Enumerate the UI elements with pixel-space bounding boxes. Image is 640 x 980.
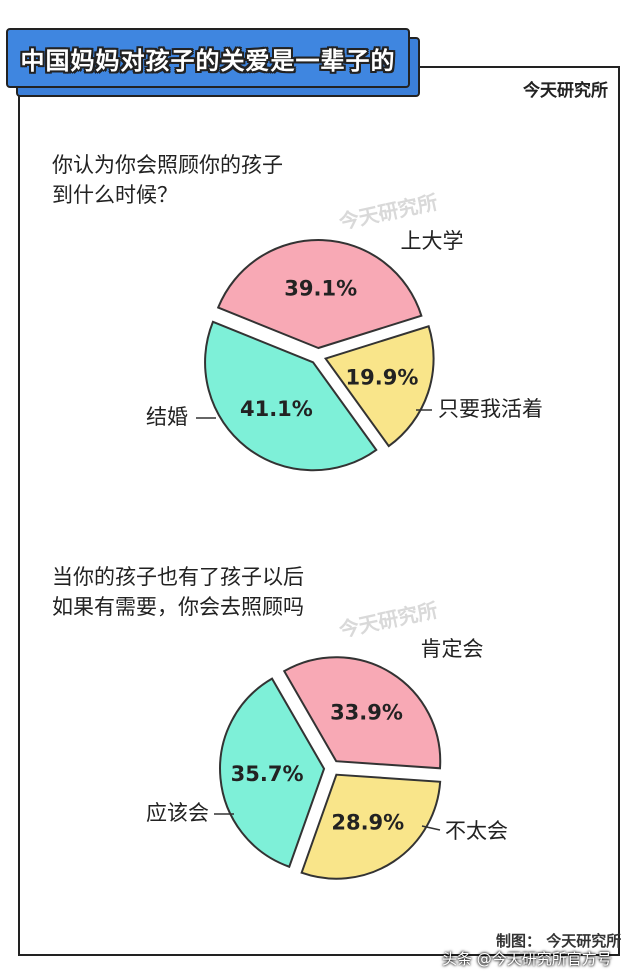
pie-slice-3 [204, 320, 378, 472]
slice-value-label: 28.9% [331, 811, 404, 835]
question-2-line-2: 如果有需要，你会去照顾吗 [52, 595, 304, 619]
title-banner: 中国妈妈对孩子的关爱是一辈子的 [6, 28, 410, 88]
question-2: 当你的孩子也有了孩子以后 如果有需要，你会去照顾吗 [52, 562, 304, 622]
slice-value-label: 39.1% [284, 277, 357, 301]
category-label: 应该会 [146, 801, 209, 825]
question-1: 你认为你会照顾你的孩子 到什么时候？ [52, 150, 283, 210]
pie-slice-1 [282, 656, 442, 770]
question-1-line-2: 到什么时候？ [52, 183, 178, 207]
slice-value-label: 19.9% [346, 365, 419, 389]
slice-value-label: 33.9% [330, 701, 403, 725]
category-label: 只要我活着 [438, 397, 543, 421]
slice-value-label: 41.1% [240, 397, 313, 421]
pie-slice-3 [219, 677, 326, 869]
credit: 制图： 今天研究所 [496, 932, 622, 950]
source-watermark: 头条 @今天研究所官方号 [442, 950, 612, 968]
content-frame [18, 66, 620, 956]
pie-slice-1 [216, 239, 423, 350]
question-2-line-1: 当你的孩子也有了孩子以后 [52, 565, 304, 589]
pie-slice-2 [300, 773, 442, 880]
category-label: 肯定会 [421, 637, 484, 661]
category-label: 结婚 [146, 405, 188, 429]
brand-label: 今天研究所 [523, 81, 608, 101]
pie-slice-2 [323, 325, 435, 448]
question-1-line-1: 你认为你会照顾你的孩子 [52, 153, 283, 177]
category-label: 上大学 [401, 229, 464, 253]
category-label: 不太会 [445, 819, 508, 843]
page-title: 中国妈妈对孩子的关爱是一辈子的 [20, 46, 396, 75]
leader-line [421, 825, 441, 831]
slice-value-label: 35.7% [231, 762, 304, 786]
